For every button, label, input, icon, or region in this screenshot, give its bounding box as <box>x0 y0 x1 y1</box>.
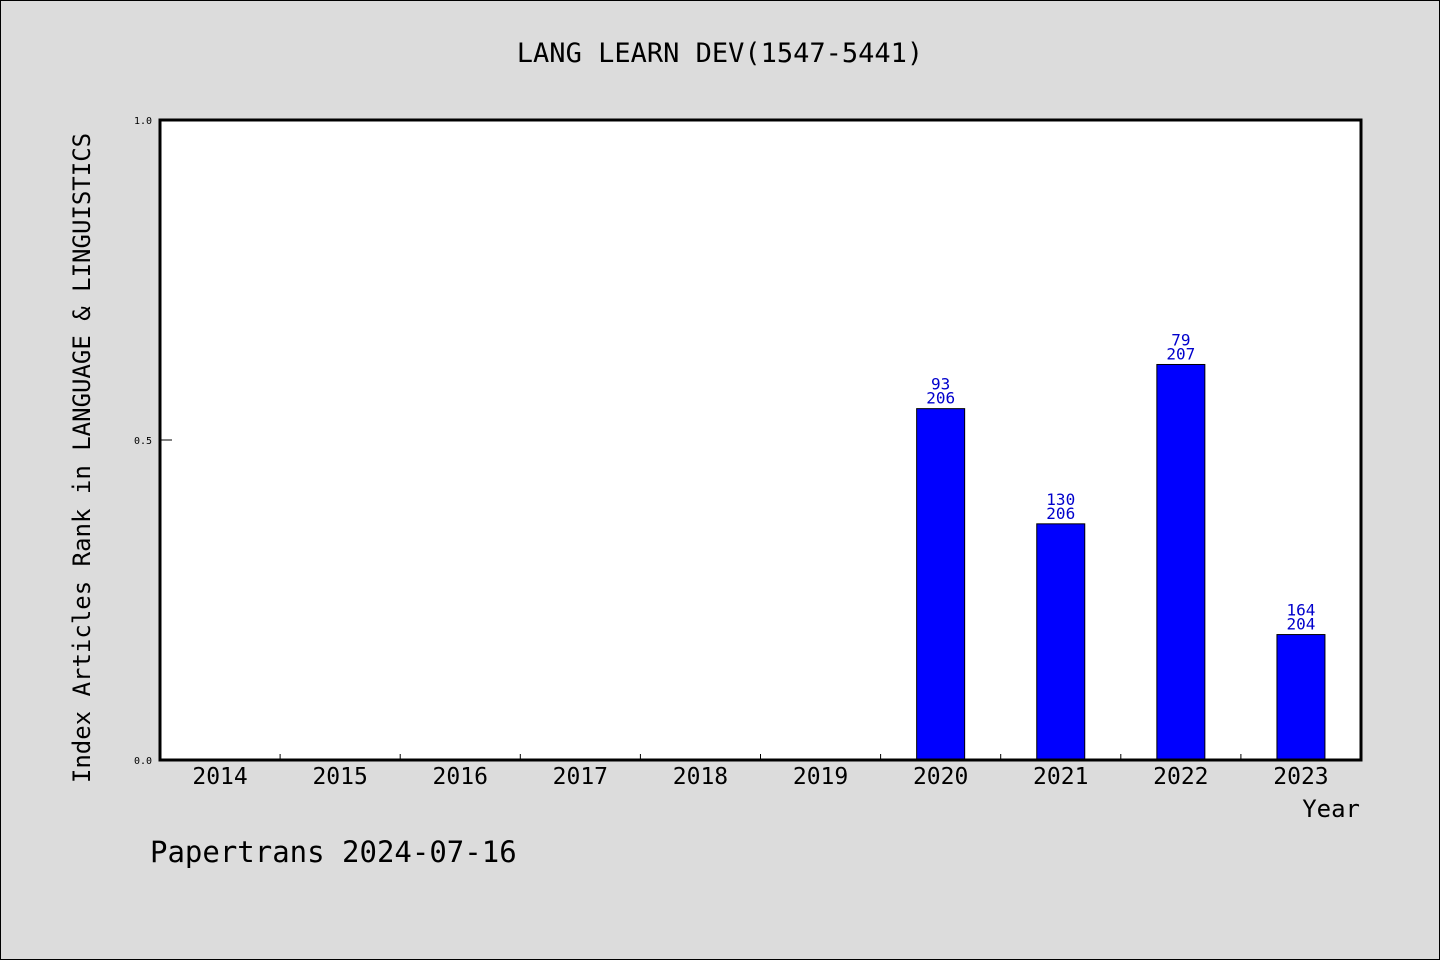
x-axis-label: Year <box>1302 795 1360 823</box>
y-tick-label: 0.5 <box>134 436 152 447</box>
bar-label-total: 207 <box>1166 344 1195 363</box>
bar-label-rank: 130 <box>1046 490 1075 509</box>
x-tick-label: 2017 <box>553 764 608 790</box>
x-tick-label: 2021 <box>1033 764 1088 790</box>
plot-border <box>158 118 1363 762</box>
x-tick-label: 2019 <box>793 764 848 790</box>
bar <box>1156 363 1206 761</box>
bar-label-total: 206 <box>1046 504 1075 523</box>
bar <box>1036 523 1086 761</box>
x-tick-label: 2022 <box>1153 764 1208 790</box>
chart-title: LANG LEARN DEV(1547-5441) <box>517 38 923 69</box>
bar <box>916 408 966 761</box>
y-tick-label: 0.0 <box>134 756 152 767</box>
bar <box>1276 634 1326 761</box>
bar-label-rank: 164 <box>1286 601 1315 620</box>
x-tick-label: 2018 <box>673 764 728 790</box>
footer-note: Papertrans 2024-07-16 <box>150 835 517 869</box>
x-ticks-group: 2014 2015 2016 2017 2018 2019 2020 2021 2022 2023 <box>192 754 1329 790</box>
bar-label-rank: 93 <box>931 375 950 394</box>
x-tick-label: 2016 <box>433 764 488 790</box>
x-tick-label: 2014 <box>192 764 247 790</box>
y-tick-label: 1.0 <box>134 116 152 127</box>
x-tick-label: 2015 <box>312 764 367 790</box>
x-tick-label: 2023 <box>1273 764 1328 790</box>
bar-label-rank: 79 <box>1171 330 1190 349</box>
bar-label-total: 204 <box>1286 615 1315 634</box>
bars-group <box>916 363 1326 761</box>
x-tick-label: 2020 <box>913 764 968 790</box>
bar-label-total: 206 <box>926 389 955 408</box>
y-axis-label: Index Articles Rank in LANGUAGE & LINGUI… <box>68 133 96 783</box>
